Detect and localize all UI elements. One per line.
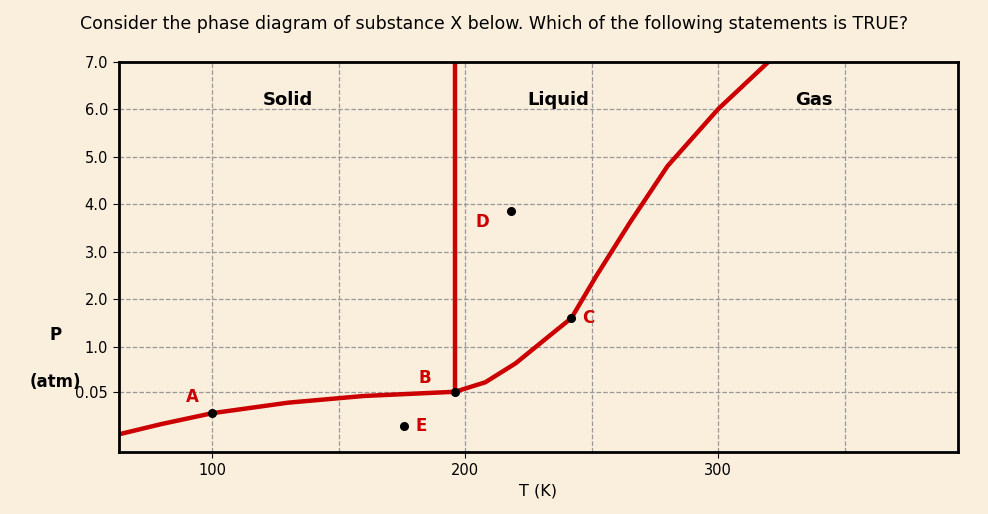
Text: Consider the phase diagram of substance X below. Which of the following statemen: Consider the phase diagram of substance …: [80, 15, 908, 33]
Text: P: P: [49, 326, 61, 344]
Text: Solid: Solid: [263, 90, 313, 108]
Text: A: A: [187, 388, 200, 406]
Text: Gas: Gas: [795, 90, 833, 108]
Text: D: D: [476, 213, 490, 231]
X-axis label: T (K): T (K): [520, 483, 557, 498]
Text: Liquid: Liquid: [528, 90, 590, 108]
Text: B: B: [418, 369, 431, 387]
Text: (atm): (atm): [30, 373, 81, 391]
Text: E: E: [415, 417, 427, 435]
Text: C: C: [582, 309, 594, 327]
